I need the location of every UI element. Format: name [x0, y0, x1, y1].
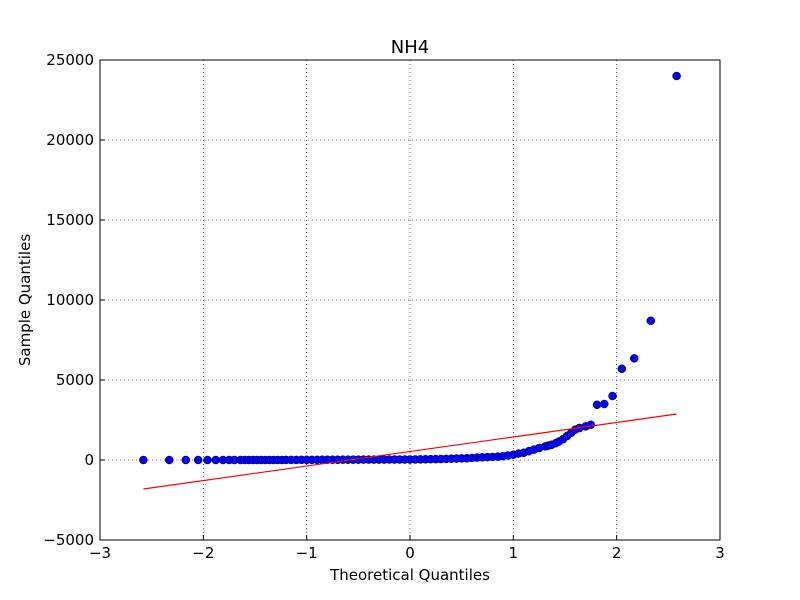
y-tick-label: 20000	[46, 131, 94, 149]
point	[592, 400, 602, 410]
plot-frame	[99, 59, 721, 541]
x-tick-label: 0	[405, 544, 415, 562]
y-tick-label: 10000	[46, 291, 94, 309]
x-tick-label: −3	[89, 544, 111, 562]
x-tick-label: 1	[509, 544, 519, 562]
point	[193, 455, 203, 465]
point	[181, 455, 191, 465]
point	[211, 455, 220, 465]
point	[600, 399, 609, 409]
y-tick-label: 15000	[46, 211, 94, 229]
point	[139, 455, 148, 465]
x-axis-label: Theoretical Quantiles	[329, 566, 490, 584]
x-tick-label: −2	[192, 544, 214, 562]
chart-title: NH4	[391, 37, 429, 58]
x-tick-label: 2	[612, 544, 622, 562]
y-tick-label: −5000	[43, 531, 94, 549]
y-tick-label: 25000	[46, 51, 94, 69]
x-tick-label: 3	[715, 544, 725, 562]
point	[617, 364, 627, 374]
y-axis-label: Sample Quantiles	[16, 234, 34, 366]
y-tick-label: 0	[84, 451, 94, 469]
point	[203, 455, 212, 465]
point	[608, 391, 617, 401]
fit-line	[143, 413, 677, 490]
point	[672, 71, 681, 81]
point	[629, 354, 639, 363]
point	[164, 455, 174, 465]
point	[586, 420, 596, 430]
x-tick-label: −1	[296, 544, 318, 562]
point	[646, 316, 656, 326]
y-tick-label: 5000	[56, 371, 94, 389]
